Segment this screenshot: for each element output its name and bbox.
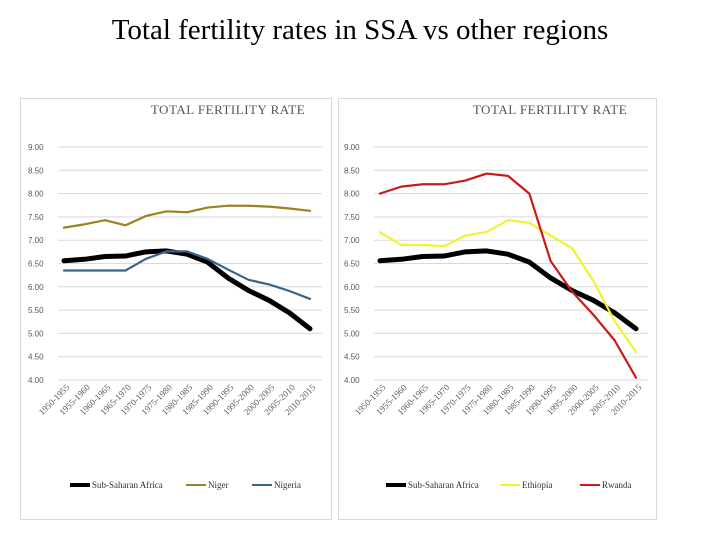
series-line-niger	[62, 204, 312, 229]
slide-title: Total fertility rates in SSA vs other re…	[111, 14, 609, 46]
series-line-ethiopia	[378, 219, 638, 354]
y-tick-label: 4.00	[344, 376, 360, 385]
y-tick-label: 6.50	[344, 260, 360, 269]
legend-label: Nigeria	[274, 480, 301, 490]
chart-panel-right	[338, 98, 657, 520]
y-tick-label: 8.50	[28, 166, 44, 175]
y-tick-label: 8.00	[344, 190, 360, 199]
y-tick-label: 5.00	[28, 329, 44, 338]
y-tick-label: 8.00	[28, 190, 44, 199]
y-tick-label: 7.50	[344, 213, 360, 222]
y-tick-label: 9.00	[28, 143, 44, 152]
chart-title: TOTAL FERTILITY RATE	[473, 102, 627, 117]
y-tick-label: 7.00	[28, 236, 44, 245]
series-line-rwanda	[378, 172, 638, 379]
legend-label: Ethiopia	[522, 480, 553, 490]
y-tick-label: 4.50	[344, 353, 360, 362]
legend-label: Sub-Saharan Africa	[92, 480, 163, 490]
y-tick-label: 6.00	[344, 283, 360, 292]
series-line-nigeria	[62, 250, 312, 301]
y-tick-label: 5.50	[28, 306, 44, 315]
y-tick-label: 7.00	[344, 236, 360, 245]
y-tick-label: 5.00	[344, 329, 360, 338]
y-tick-label: 7.50	[28, 213, 44, 222]
y-tick-label: 8.50	[344, 166, 360, 175]
series-line-sub-saharan-africa	[377, 248, 639, 332]
y-tick-label: 9.00	[344, 143, 360, 152]
y-tick-label: 6.50	[28, 260, 44, 269]
y-tick-label: 4.50	[28, 353, 44, 362]
legend-label: Rwanda	[602, 480, 632, 490]
legend-label: Sub-Saharan Africa	[408, 480, 479, 490]
y-tick-label: 5.50	[344, 306, 360, 315]
legend-label: Niger	[208, 480, 229, 490]
y-tick-label: 4.00	[28, 376, 44, 385]
series-line-sub-saharan-africa	[61, 248, 313, 332]
chart-title: TOTAL FERTILITY RATE	[151, 102, 305, 117]
chart-panel-left	[20, 98, 332, 520]
y-tick-label: 6.00	[28, 283, 44, 292]
